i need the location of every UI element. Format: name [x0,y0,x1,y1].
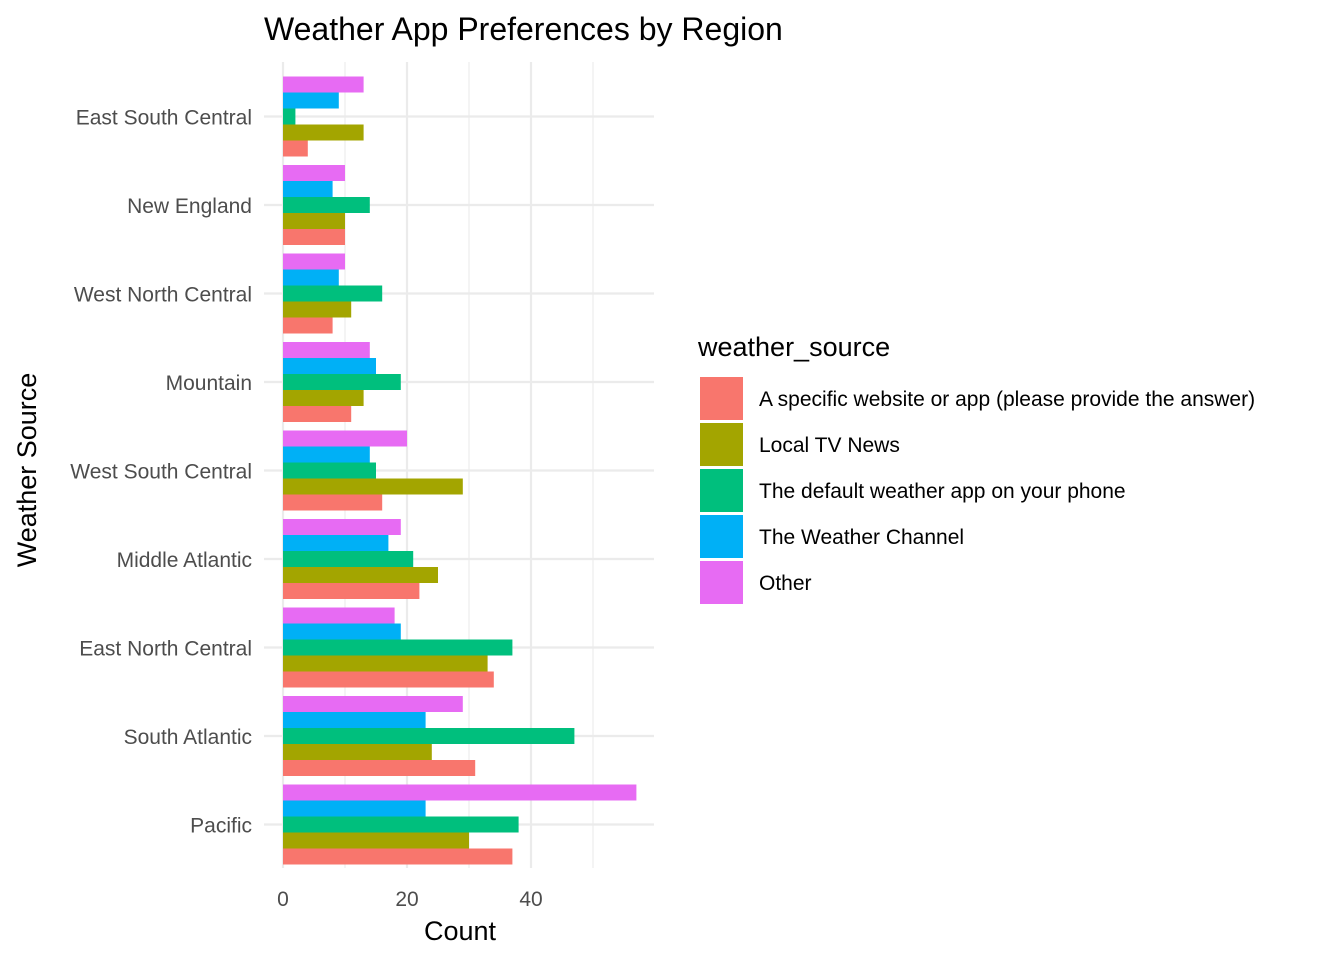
bar-4-mountain [283,358,376,374]
y-tick-label: West North Central [74,284,252,307]
x-tick-label: 0 [277,888,289,911]
y-tick-label: New England [127,195,252,218]
y-tick-label: Mountain [166,372,252,395]
bar-1-west-south-central [283,494,383,511]
bar-4-east-south-central [283,92,339,109]
bar-5-pacific [283,784,637,801]
bar-1-south-atlantic [283,760,476,776]
bars [283,76,637,865]
bar-2-west-south-central [283,478,463,495]
bar-1-east-north-central [283,671,494,688]
chart-title: Weather App Preferences by Region [264,11,783,47]
y-tick-label: Middle Atlantic [117,549,252,572]
bar-1-middle-atlantic [283,583,420,599]
legend-key [700,515,743,558]
bar-3-new-england [283,197,370,213]
bar-1-east-south-central [283,140,308,157]
legend-title: weather_source [697,332,890,362]
bar-2-east-south-central [283,124,364,141]
bar-5-middle-atlantic [283,519,401,535]
bar-5-west-south-central [283,430,407,447]
bar-5-south-atlantic [283,696,463,712]
y-tick-label: South Atlantic [124,726,252,749]
bar-5-new-england [283,165,345,181]
bar-3-middle-atlantic [283,551,414,567]
legend-key [700,377,743,420]
bar-3-east-north-central [283,639,513,656]
bar-4-west-south-central [283,446,370,463]
bar-2-mountain [283,390,364,406]
bar-4-west-north-central [283,269,339,286]
bar-2-south-atlantic [283,744,432,760]
x-tick-labels: 0 20 40 [277,888,543,911]
y-tick-label: East South Central [76,107,252,130]
bar-3-east-south-central [283,108,296,125]
bar-5-east-south-central [283,76,364,93]
bar-1-new-england [283,229,345,245]
legend-key [700,469,743,512]
bar-3-west-north-central [283,285,383,302]
bar-2-new-england [283,213,345,229]
y-tick-labels: East South Central New England West North … [70,107,252,838]
x-axis-label: Count [424,916,497,946]
bar-2-middle-atlantic [283,567,438,583]
legend-label: The Weather Channel [759,526,964,549]
bar-2-pacific [283,832,469,849]
legend-label: The default weather app on your phone [759,480,1126,503]
bar-4-new-england [283,181,333,197]
bar-1-west-north-central [283,317,333,334]
bar-3-west-south-central [283,462,376,479]
y-tick-label: Pacific [190,815,252,838]
x-tick-label: 20 [395,888,418,911]
bar-4-east-north-central [283,623,401,640]
y-tick-label: East North Central [79,638,252,661]
legend-label: Local TV News [759,434,900,457]
bar-2-west-north-central [283,301,352,318]
legend-key [700,423,743,466]
bar-5-mountain [283,342,370,358]
legend-label: A specific website or app (please provid… [759,388,1255,411]
bar-1-pacific [283,848,513,865]
bar-3-mountain [283,374,401,390]
bar-4-south-atlantic [283,712,426,728]
y-axis-label: Weather Source [12,373,42,568]
bar-3-south-atlantic [283,728,575,744]
bar-5-east-north-central [283,607,395,624]
x-tick-label: 40 [519,888,542,911]
legend-label: Other [759,572,812,595]
bar-3-pacific [283,816,519,833]
bar-4-pacific [283,800,426,817]
bar-1-mountain [283,406,352,422]
bar-2-east-north-central [283,655,488,672]
bar-5-west-north-central [283,253,345,270]
legend: weather_source A specific website or app… [697,332,1255,604]
bar-4-middle-atlantic [283,535,389,551]
legend-key [700,561,743,604]
y-tick-label: West South Central [70,461,252,484]
